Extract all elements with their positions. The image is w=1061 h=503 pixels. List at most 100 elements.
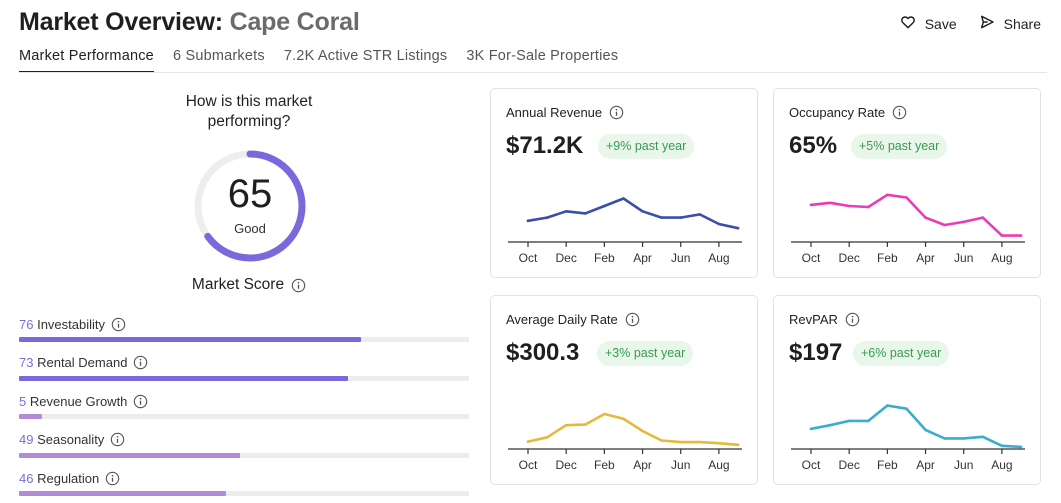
change-badge: +9% past year bbox=[598, 134, 695, 159]
x-tick-label: Dec bbox=[556, 458, 577, 472]
metric-row-investability: 76 Investability bbox=[19, 315, 469, 354]
data-point bbox=[526, 219, 530, 223]
info-icon[interactable] bbox=[892, 105, 907, 120]
data-point bbox=[809, 203, 813, 207]
metric-bar-fill bbox=[19, 491, 226, 496]
data-point bbox=[584, 423, 587, 426]
info-icon[interactable] bbox=[105, 471, 120, 486]
annual-revenue-card[interactable]: Annual Revenue $71.2K +9% past year Oct D… bbox=[490, 88, 758, 278]
x-tick-label: Oct bbox=[519, 251, 538, 265]
tab-active-str-listings[interactable]: 7.2K Active STR Listings bbox=[283, 48, 448, 64]
data-point bbox=[943, 437, 946, 440]
card-value: $71.2K bbox=[506, 132, 584, 159]
card-title-text: RevPAR bbox=[789, 312, 838, 327]
metric-bar-fill bbox=[19, 452, 240, 458]
average-daily-rate-chart: Oct Dec Feb Apr Jun Aug bbox=[508, 412, 742, 472]
share-label: Share bbox=[1003, 15, 1041, 32]
data-point bbox=[886, 193, 889, 197]
data-point bbox=[622, 197, 625, 200]
tab-submarkets[interactable]: 6 Submarkets bbox=[172, 48, 265, 64]
data-point bbox=[924, 428, 927, 432]
x-tick-label: Jun bbox=[954, 251, 973, 265]
x-tick-label: Jun bbox=[671, 458, 690, 472]
share-button[interactable]: Share bbox=[979, 14, 1041, 33]
data-point bbox=[867, 419, 870, 423]
metric-label: 73 Rental Demand bbox=[19, 354, 469, 372]
data-point bbox=[698, 213, 702, 216]
data-point bbox=[924, 216, 927, 219]
data-point bbox=[847, 419, 851, 423]
data-point bbox=[564, 423, 568, 427]
x-tick-label: Feb bbox=[594, 251, 615, 265]
save-button[interactable]: Save bbox=[900, 14, 957, 33]
info-icon[interactable] bbox=[291, 278, 306, 293]
x-tick-label: Dec bbox=[839, 251, 860, 265]
data-point bbox=[641, 210, 644, 213]
score-question-text: How is this market performing? bbox=[185, 93, 313, 130]
metric-bar-fill bbox=[19, 337, 361, 342]
card-value: $300.3 bbox=[506, 339, 580, 366]
x-tick-label: Dec bbox=[839, 458, 860, 472]
market-score-label-text: Market Score bbox=[191, 276, 285, 293]
data-point bbox=[698, 440, 702, 444]
data-point bbox=[943, 223, 946, 227]
annual-revenue-chart: Oct Dec Feb Apr Jun Aug bbox=[508, 197, 742, 265]
data-point bbox=[603, 204, 606, 208]
revpar-chart: Oct Dec Feb Apr Jun Aug bbox=[791, 404, 1025, 472]
data-point bbox=[847, 204, 851, 208]
x-tick-label: Feb bbox=[877, 251, 898, 265]
page-title: Market Overview: Cape Coral bbox=[19, 8, 360, 37]
data-point bbox=[584, 212, 587, 215]
card-value: $197 bbox=[789, 339, 843, 366]
data-point bbox=[1000, 444, 1004, 448]
score-metric-list: 76 Investability 73 Rental Demand 5 Revenu… bbox=[19, 315, 469, 503]
metric-bar-track bbox=[19, 414, 469, 419]
data-point bbox=[622, 417, 625, 421]
x-tick-label: Jun bbox=[954, 458, 973, 472]
data-point bbox=[828, 201, 832, 205]
info-icon[interactable] bbox=[609, 105, 624, 120]
data-point bbox=[736, 226, 740, 230]
tabs-divider bbox=[19, 72, 1047, 73]
revpar-card[interactable]: RevPAR $197 +6% past year Oct Dec Feb Apr Ju… bbox=[773, 295, 1041, 485]
info-icon[interactable] bbox=[111, 317, 126, 332]
data-point bbox=[717, 222, 721, 226]
average-daily-rate-card[interactable]: Average Daily Rate $300.3 +3% past year … bbox=[490, 295, 758, 485]
data-point bbox=[981, 435, 985, 439]
occupancy-rate-card[interactable]: Occupancy Rate 65% +5% past year Oct Dec F… bbox=[773, 88, 1041, 278]
metric-score: 46 bbox=[19, 470, 34, 486]
card-title-text: Occupancy Rate bbox=[789, 105, 886, 120]
change-badge: +6% past year bbox=[853, 341, 950, 366]
card-title-text: Average Daily Rate bbox=[506, 312, 618, 327]
data-point bbox=[660, 216, 663, 219]
x-tick-label: Aug bbox=[991, 251, 1012, 265]
occupancy-rate-chart: Oct Dec Feb Apr Jun Aug bbox=[791, 193, 1025, 265]
data-point bbox=[545, 216, 549, 219]
data-point bbox=[679, 216, 682, 219]
x-tick-label: Oct bbox=[802, 251, 821, 265]
data-point bbox=[1000, 234, 1004, 237]
x-tick-label: Jun bbox=[671, 251, 690, 265]
data-point bbox=[1019, 445, 1023, 449]
x-tick-label: Apr bbox=[916, 458, 935, 472]
data-point bbox=[886, 404, 889, 407]
title-prefix: Market Overview: bbox=[19, 8, 223, 36]
header-actions: Save Share bbox=[900, 14, 1041, 33]
info-icon[interactable] bbox=[133, 355, 148, 370]
tab-market-performance[interactable]: Market Performance bbox=[19, 48, 154, 73]
card-title: Occupancy Rate bbox=[789, 105, 907, 120]
info-icon[interactable] bbox=[625, 312, 640, 327]
metric-name: Revenue Growth bbox=[29, 393, 128, 409]
market-name: Cape Coral bbox=[229, 8, 360, 36]
tab-for-sale-properties[interactable]: 3K For-Sale Properties bbox=[466, 48, 619, 64]
info-icon[interactable] bbox=[133, 394, 148, 409]
info-icon[interactable] bbox=[110, 432, 125, 447]
data-point bbox=[717, 441, 721, 445]
metric-name: Regulation bbox=[37, 470, 100, 486]
market-score-label: Market Score bbox=[19, 276, 479, 294]
info-icon[interactable] bbox=[845, 312, 860, 327]
data-point bbox=[981, 216, 985, 219]
metric-row-revenue-growth: 5 Revenue Growth bbox=[19, 392, 469, 431]
metric-label: 5 Revenue Growth bbox=[19, 392, 469, 410]
metric-score: 76 bbox=[19, 316, 34, 332]
